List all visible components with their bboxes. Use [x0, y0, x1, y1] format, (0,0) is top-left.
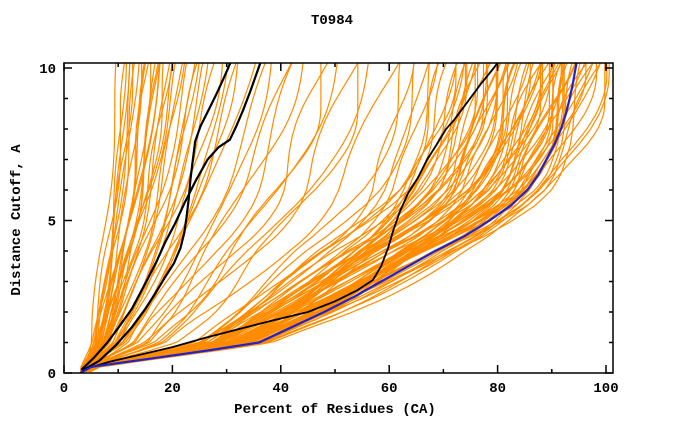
orange-prediction-curve: [83, 63, 171, 372]
x-tick-label: 20: [164, 381, 181, 397]
orange-prediction-curve: [90, 63, 606, 373]
orange-prediction-curve: [88, 63, 338, 372]
x-tick-label: 40: [272, 381, 289, 397]
orange-prediction-curve: [80, 63, 161, 372]
orange-prediction-curve: [84, 63, 400, 372]
orange-prediction-curve: [88, 63, 329, 372]
orange-prediction-curve: [84, 63, 117, 372]
orange-prediction-curve: [80, 63, 176, 372]
orange-prediction-curve: [82, 63, 188, 372]
orange-prediction-curve: [83, 63, 502, 372]
orange-prediction-curve: [82, 63, 415, 372]
orange-prediction-curve: [87, 63, 466, 372]
y-tick-label: 0: [48, 367, 56, 383]
curves-layer: [79, 63, 610, 373]
blue-highlight-model: [79, 63, 578, 373]
plot-frame: [63, 62, 614, 374]
x-axis-label: Percent of Residues (CA): [234, 402, 436, 418]
orange-prediction-curve: [86, 63, 293, 372]
black-model-2: [82, 63, 232, 371]
orange-prediction-curve: [84, 63, 430, 372]
orange-prediction-curve: [83, 63, 447, 372]
chart-title: T0984: [310, 13, 354, 29]
orange-prediction-curve: [86, 63, 457, 372]
orange-prediction-curve: [81, 63, 293, 372]
orange-prediction-curve: [86, 63, 200, 372]
orange-prediction-curve: [82, 63, 272, 372]
x-tick-label: 80: [489, 381, 506, 397]
orange-prediction-curve: [83, 63, 415, 372]
orange-prediction-curve: [89, 63, 534, 373]
orange-prediction-curve: [85, 63, 183, 372]
orange-prediction-curve: [85, 63, 511, 372]
orange-prediction-curve: [82, 63, 359, 372]
y-axis-label: Distance Cutoff, A: [9, 144, 25, 296]
orange-prediction-curve: [86, 63, 602, 373]
black-model-3: [82, 63, 499, 371]
x-tick-label: 0: [60, 381, 68, 397]
orange-prediction-curve: [83, 63, 565, 373]
orange-prediction-curve: [84, 63, 204, 372]
orange-prediction-curve: [82, 63, 468, 372]
x-tick-label: 100: [593, 381, 618, 397]
orange-prediction-curve: [88, 63, 581, 373]
orange-prediction-curve: [82, 63, 544, 373]
orange-prediction-curve: [83, 63, 140, 372]
tick-labels: 0 20 40 60 80 100 0 5 10: [39, 62, 618, 397]
orange-prediction-curve: [81, 63, 198, 372]
y-tick-label: 5: [48, 215, 56, 231]
orange-prediction-curve: [85, 63, 458, 372]
orange-prediction-curve: [82, 63, 610, 373]
orange-prediction-curve: [83, 63, 322, 372]
orange-prediction-curve: [89, 63, 440, 372]
x-tick-label: 60: [381, 381, 398, 397]
y-tick-label: 10: [39, 62, 56, 78]
orange-prediction-curve: [83, 63, 215, 372]
axis-ticks: [63, 63, 613, 374]
orange-prediction-curve: [85, 63, 237, 372]
orange-prediction-curve: [81, 63, 369, 372]
orange-prediction-curve: [79, 63, 134, 372]
black-model-1: [80, 63, 262, 371]
orange-prediction-curve: [79, 63, 209, 372]
orange-prediction-curve: [87, 63, 266, 372]
